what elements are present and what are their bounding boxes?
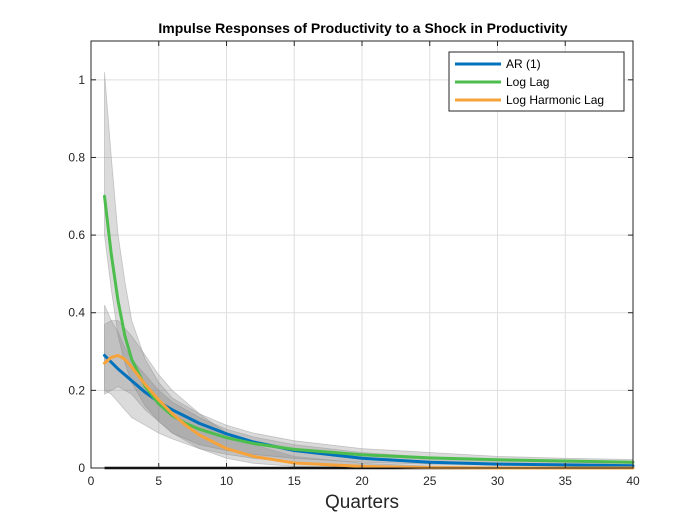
x-tick-label: 20 (355, 474, 369, 488)
y-tick-label: 0.2 (68, 383, 85, 397)
legend-label: Log Harmonic Lag (506, 93, 604, 107)
y-tick-label: 0 (78, 461, 85, 475)
series-line (103, 194, 635, 464)
axes (90, 40, 634, 469)
y-tick-label: 0.6 (68, 228, 85, 242)
x-tick-label: 5 (155, 474, 162, 488)
legend-items: AR (1) Log Lag Log Harmonic Lag (455, 57, 604, 107)
y-tick-label: 1 (78, 73, 85, 87)
x-tick-label: 35 (559, 474, 573, 488)
x-tick-label: 25 (423, 474, 437, 488)
legend: AR (1) Log Lag Log Harmonic Lag (448, 51, 625, 112)
x-tick-label: 10 (220, 474, 234, 488)
legend-label: AR (1) (506, 57, 541, 71)
x-axis-label: Quarters (325, 492, 399, 513)
chart-title: Impulse Responses of Productivity to a S… (158, 20, 567, 36)
series-line (103, 353, 635, 468)
y-tick-label: 0.4 (68, 306, 85, 320)
x-tick-label: 40 (626, 474, 640, 488)
y-tick-label: 0.8 (68, 150, 85, 164)
x-tick-label: 0 (88, 474, 95, 488)
x-tick-label: 15 (288, 474, 302, 488)
x-tick-label: 30 (491, 474, 505, 488)
grid (91, 41, 633, 468)
tick-labels: 0 5 10 15 20 25 30 35 40 0 0.2 0.4 0.6 0.8 1 (68, 73, 640, 488)
legend-label: Log Lag (506, 75, 549, 89)
